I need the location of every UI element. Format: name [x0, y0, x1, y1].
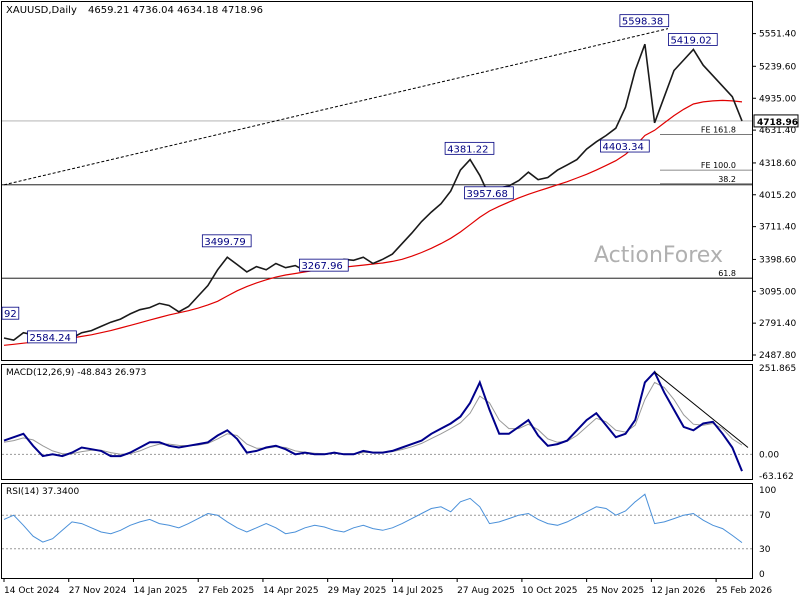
x-tick-label: 14 Oct 2024: [4, 586, 60, 596]
price-annotation-box: [201, 234, 252, 248]
rsi-panel[interactable]: [1, 483, 753, 579]
price-tick-label: 5239.60: [759, 62, 796, 72]
price-tick-label: 4935.00: [759, 94, 796, 104]
price-line: [3, 43, 743, 342]
price-annotation-box: [299, 258, 349, 272]
last-price-label: 4718.96: [757, 118, 798, 128]
x-tick-label: 14 Jul 2025: [392, 586, 443, 596]
rsi-line: [3, 493, 743, 544]
price-annotation-label: 3499.79: [204, 237, 245, 248]
price-tick-label: 5551.40: [759, 30, 796, 40]
macd-trendline: [654, 371, 749, 448]
price-panel[interactable]: [1, 1, 753, 361]
price-annotation-label: 4403.34: [602, 142, 643, 153]
price-annotation-label: 3267.96: [301, 261, 342, 272]
rsi-tick-label: 70: [759, 511, 771, 521]
rsi-tick-label: 30: [759, 545, 771, 555]
price-annotation-box: [464, 186, 514, 200]
price-annotation-label: 3957.68: [467, 189, 508, 200]
x-tick-label: 25 Nov 2025: [587, 586, 645, 596]
price-annotation-box: [600, 139, 650, 153]
price-layer: FE 161.8 FE 100.0 38.2 61.8 5598.38 5419.02 43…: [1, 14, 752, 346]
x-tick-label: 29 May 2025: [328, 586, 387, 596]
price-annotation-box: [27, 330, 77, 344]
rsi-tick-label: 0: [759, 570, 765, 580]
rsi-tick-label: 100: [759, 486, 776, 496]
x-tick-label: 12 Jan 2026: [651, 586, 705, 596]
price-tick-label: 4318.60: [759, 159, 796, 169]
price-tick-label: 3711.40: [759, 223, 796, 233]
price-annotation-label: 2584.24: [30, 333, 71, 344]
macd-layer: MACD(12,26,9) -48.843 26.973: [2, 368, 752, 472]
rsi-layer: RSI(14) 37.3400: [2, 487, 752, 550]
axis-layer: 5551.40 5239.60 4935.00 4631.40 4318.60 4015.…: [3, 30, 799, 596]
fib-level-label: FE 161.8: [701, 125, 736, 134]
price-annotation-box: [619, 14, 670, 28]
x-tick-label: 27 Nov 2024: [69, 586, 127, 596]
x-tick-label: 14 Apr 2025: [263, 586, 319, 596]
x-tick-label: 25 Feb 2026: [716, 586, 772, 596]
price-annotation-box: [444, 141, 495, 155]
macd-tick-label: 0.00: [759, 450, 779, 460]
macd-panel[interactable]: [1, 364, 753, 480]
dotted-trendline: [3, 28, 669, 186]
price-annotation-label: 4381.22: [447, 144, 488, 155]
symbol-label: XAUUSD,Daily: [6, 5, 77, 16]
price-annotation-label: 92: [4, 309, 17, 320]
watermark: ActionForex: [594, 243, 723, 268]
macd-tick-label: 251.865: [759, 364, 796, 374]
price-annotation-label: 5419.02: [670, 35, 711, 46]
last-price-tag: [753, 114, 799, 128]
price-annotation-box: [668, 33, 718, 46]
ohlc-label: 4659.21 4736.04 4634.18 4718.96: [88, 5, 263, 16]
rsi-title: RSI(14) 37.3400: [6, 487, 79, 497]
fib-level-label: 61.8: [718, 269, 736, 278]
price-tick-label: 2791.40: [759, 319, 796, 329]
price-annotation-box: [1, 306, 20, 320]
fib-level-label: FE 100.0: [701, 161, 736, 170]
price-tick-label: 4015.20: [759, 191, 796, 201]
x-tick-label: 27 Feb 2025: [198, 586, 254, 596]
price-tick-label: 4631.40: [759, 126, 796, 136]
x-tick-label: 14 Jan 2025: [133, 586, 187, 596]
price-tick-label: 3398.60: [759, 255, 796, 265]
macd-line: [3, 370, 743, 472]
price-tick-label: 2487.80: [759, 351, 796, 361]
x-tick-label: 10 Oct 2025: [522, 586, 578, 596]
x-tick-label: 27 Aug 2025: [457, 586, 515, 596]
macd-tick-label: -63.162: [759, 472, 794, 482]
price-annotation-label: 5598.38: [622, 17, 663, 28]
price-tick-label: 3095.00: [759, 287, 796, 297]
fib-level-label: 38.2: [718, 175, 736, 184]
macd-title: MACD(12,26,9) -48.843 26.973: [6, 368, 146, 378]
